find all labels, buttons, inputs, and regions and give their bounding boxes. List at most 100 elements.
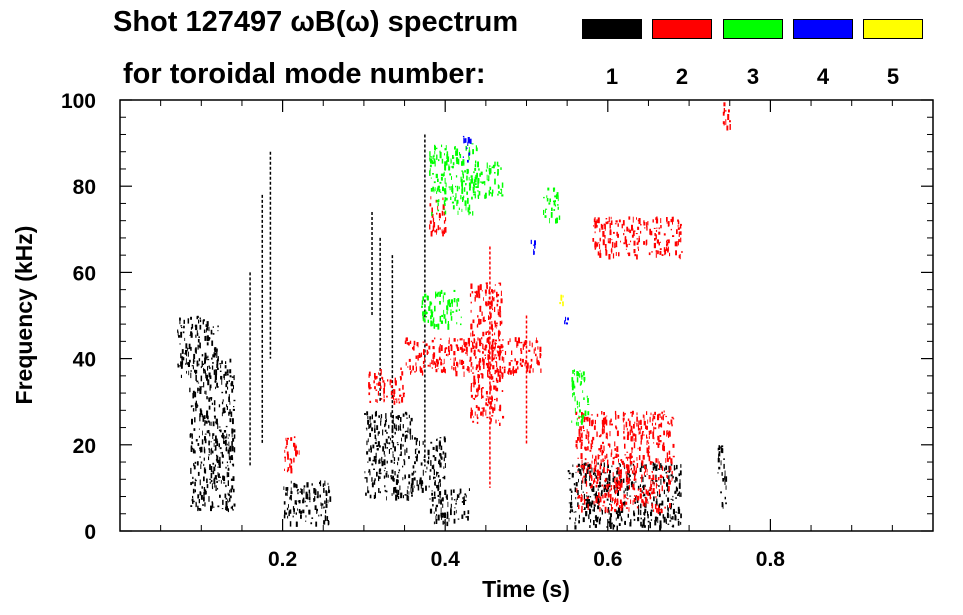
- spectral-mark: [581, 414, 585, 419]
- spectral-mark: [204, 390, 206, 394]
- spectral-mark: [478, 384, 481, 390]
- spectral-mark: [227, 449, 230, 454]
- spectral-mark: [437, 202, 439, 207]
- spectral-mark: [463, 187, 466, 192]
- legend-swatch-mode-1: [582, 19, 642, 39]
- spectral-mark: [603, 412, 605, 416]
- spectral-mark: [557, 206, 559, 210]
- spectral-mark: [447, 321, 449, 325]
- spectral-mark: [586, 468, 588, 474]
- spectral-mark: [490, 401, 493, 405]
- spectral-mark: [614, 478, 616, 484]
- spectral-mark: [464, 170, 466, 173]
- spectral-mark: [283, 514, 286, 519]
- spectral-mark: [467, 137, 470, 143]
- spectral-mark: [477, 285, 480, 291]
- spectral-mark: [441, 314, 444, 317]
- spectral-mark: [327, 520, 329, 526]
- spectral-mark: [310, 522, 313, 525]
- spectral-mark: [408, 456, 410, 459]
- spectral-mark: [645, 489, 648, 495]
- x-tick-labels: 0.2 0.4 0.6 0.8: [268, 548, 785, 571]
- spectral-mark: [615, 497, 616, 503]
- spectral-mark: [579, 416, 581, 418]
- spectral-mark: [195, 406, 197, 412]
- spectral-mark: [605, 218, 608, 220]
- spectral-mark: [463, 510, 466, 516]
- spectral-mark: [464, 493, 467, 496]
- spectral-mark: [293, 508, 295, 514]
- spectral-mark: [389, 380, 391, 386]
- spectral-mark: [367, 490, 370, 494]
- spectral-mark: [444, 210, 447, 215]
- spectral-mark: [650, 509, 653, 512]
- spectral-mark: [400, 492, 403, 499]
- mode-3-blob-3: [421, 289, 462, 330]
- spectral-mark: [429, 301, 432, 306]
- spectral-mark: [371, 427, 374, 432]
- spectral-mark: [590, 485, 592, 489]
- spectral-mark: [193, 428, 196, 431]
- spectral-mark: [447, 353, 449, 357]
- spectral-mark: [216, 364, 218, 368]
- spectral-mark: [227, 480, 229, 486]
- spectral-mark: [615, 517, 617, 521]
- spectral-mark: [494, 306, 496, 312]
- spectral-mark: [498, 191, 500, 194]
- spectral-mark: [611, 449, 613, 455]
- spectral-mark: [393, 461, 395, 464]
- spectral-mark: [670, 419, 673, 425]
- spectral-mark: [574, 372, 575, 376]
- spectral-mark: [225, 501, 227, 505]
- spectral-mark: [488, 375, 490, 378]
- spectral-mark: [596, 516, 599, 523]
- spectral-mark: [415, 366, 417, 372]
- spectral-mark: [642, 485, 645, 488]
- spectral-mark: [632, 410, 634, 415]
- spectral-mark: [636, 422, 638, 427]
- spectral-mark: [460, 359, 463, 365]
- spectral-mark: [632, 500, 634, 505]
- spectral-mark: [214, 374, 217, 381]
- spectral-mark: [651, 503, 653, 509]
- spectral-mark: [460, 323, 462, 326]
- spectral-mark: [497, 331, 500, 337]
- spectral-mark: [632, 230, 635, 237]
- spectral-mark: [402, 384, 404, 390]
- spectral-mark: [577, 457, 579, 459]
- spectral-mark: [453, 338, 456, 342]
- spectral-mark: [655, 422, 657, 426]
- spectral-mark: [214, 464, 216, 467]
- spectral-mark: [427, 460, 430, 465]
- x-tick-label: 0.2: [268, 548, 297, 571]
- spectral-mark: [389, 379, 392, 382]
- spectral-mark: [384, 485, 386, 488]
- spectral-mark: [653, 242, 656, 249]
- spectral-mark: [439, 462, 442, 468]
- spectral-mark: [495, 324, 498, 327]
- spectral-mark: [429, 498, 431, 500]
- spectral-mark: [635, 496, 637, 501]
- spectral-mark: [487, 300, 490, 306]
- spectral-mark: [643, 471, 645, 476]
- spectral-mark: [680, 513, 682, 519]
- spectral-mark: [486, 174, 488, 181]
- spectral-mark: [654, 411, 656, 416]
- spectral-mark: [200, 375, 203, 382]
- spectral-mark: [718, 451, 721, 457]
- spectral-mark: [605, 494, 608, 496]
- spectral-mark: [491, 344, 493, 349]
- spectral-mark: [406, 417, 409, 419]
- spectral-mark: [571, 382, 573, 387]
- spectral-mark: [623, 424, 625, 431]
- spectral-mark: [602, 425, 604, 427]
- spectral-mark: [365, 427, 368, 429]
- spectral-mark: [394, 431, 396, 435]
- spectral-mark: [210, 479, 213, 483]
- spectral-mark: [464, 138, 467, 143]
- spectral-mark: [593, 501, 595, 505]
- spectral-mark: [585, 417, 587, 420]
- spectral-mark: [444, 318, 447, 324]
- spectral-mark: [324, 515, 327, 522]
- spectral-mark: [181, 327, 183, 329]
